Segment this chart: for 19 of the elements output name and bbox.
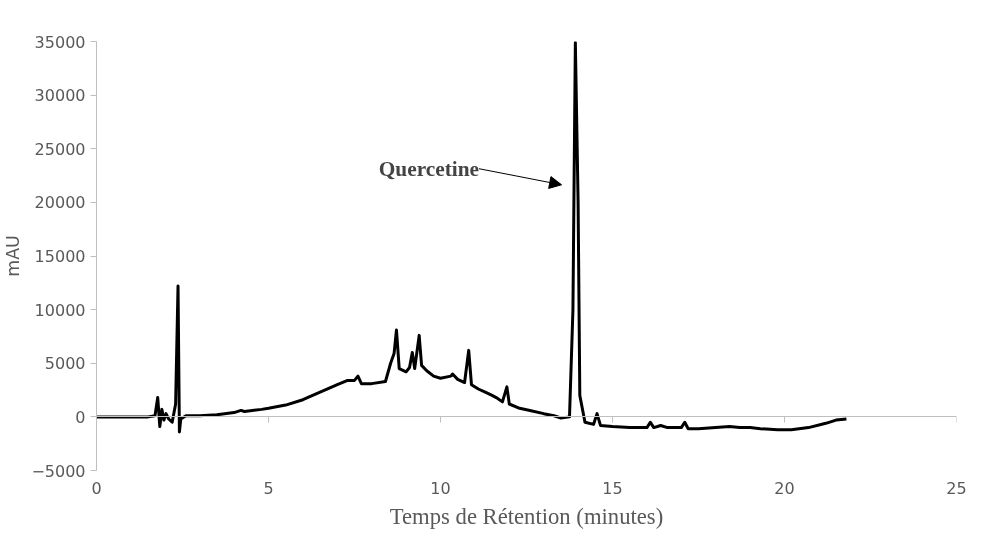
y-tick-label: 25000 — [34, 139, 86, 159]
x-axis-title: Temps de Rétention (minutes) — [389, 503, 664, 529]
annotation: Quercetine — [378, 156, 480, 181]
x-tick-label: 15 — [602, 478, 623, 498]
y-tick-label: −5000 — [31, 461, 86, 481]
x-tick-label: 0 — [91, 478, 102, 498]
x-tick-label: 10 — [430, 478, 451, 498]
y-tick-label: 15000 — [34, 247, 86, 266]
x-tick-label: 5 — [263, 478, 274, 498]
y-tick-label: 10000 — [34, 300, 86, 320]
y-tick-label: 35000 — [34, 32, 86, 52]
y-tick-label: 30000 — [34, 86, 86, 106]
y-tick-label: 5000 — [44, 354, 86, 374]
x-tick-label: 25 — [946, 478, 967, 498]
y-tick-label: 20000 — [34, 193, 86, 213]
y-axis-title: mAU — [3, 235, 24, 277]
line-series — [96, 41, 848, 434]
y-tick-label: 0 — [75, 407, 86, 427]
x-tick-label: 20 — [774, 478, 795, 498]
